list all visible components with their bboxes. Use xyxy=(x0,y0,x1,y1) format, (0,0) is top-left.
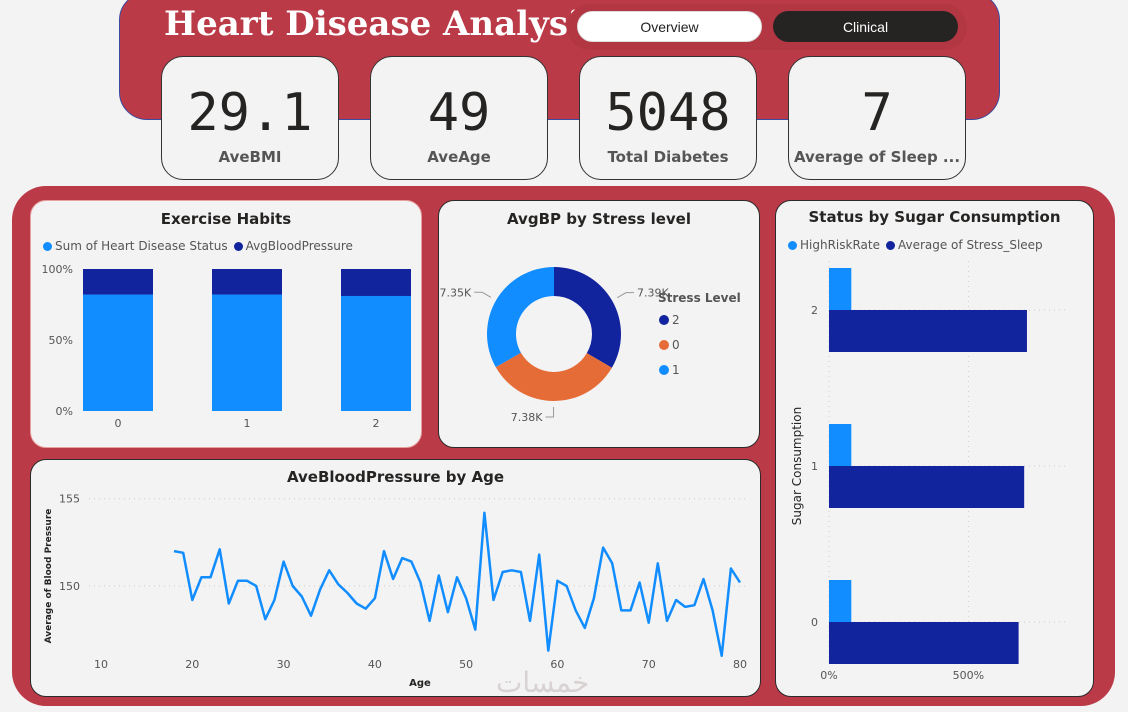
legend-label: 2 xyxy=(672,313,680,327)
exercise-habits-card[interactable]: Exercise Habits Sum of Heart Disease Sta… xyxy=(30,200,422,448)
x-tick-label: 2 xyxy=(373,417,380,430)
bar-stress-sleep xyxy=(829,310,1027,352)
chart-legend: HighRiskRate Average of Stress_Sleep xyxy=(788,238,1043,252)
y-tick-label: 0% xyxy=(56,405,73,418)
kpi-card-avebmi: 29.1 AveBMI xyxy=(161,56,339,180)
page-title: Heart Disease Analysis xyxy=(164,4,601,44)
bar-segment xyxy=(83,269,153,295)
series-line xyxy=(173,511,742,658)
slice-label: 7.35K xyxy=(440,286,472,299)
legend-label: 0 xyxy=(672,338,680,352)
legend-label: HighRiskRate xyxy=(800,238,880,252)
slice-label: 7.38K xyxy=(511,411,543,424)
bar-stress-sleep xyxy=(829,622,1019,664)
label-leader xyxy=(617,292,634,299)
kpi-value: 5048 xyxy=(605,83,731,143)
bar-segment xyxy=(212,294,282,411)
slice-label: 7.39K xyxy=(637,287,669,300)
y-axis-title: Sugar Consumption xyxy=(790,407,804,525)
x-tick-label: 10 xyxy=(94,658,108,671)
card-title: AveBloodPressure by Age xyxy=(286,468,505,486)
bar-segment xyxy=(341,269,411,296)
legend-dot xyxy=(659,315,669,325)
y-tick-label: 2 xyxy=(811,304,818,317)
legend-label: AvgBloodPressure xyxy=(245,239,353,253)
card-title: Status by Sugar Consumption xyxy=(808,208,1061,226)
x-tick-label: 500% xyxy=(953,669,984,682)
y-tick-label: 0 xyxy=(811,616,818,629)
legend-dot xyxy=(885,240,895,250)
bar-high-risk-rate xyxy=(829,268,852,310)
kpi-label: Total Diabetes xyxy=(607,148,729,166)
x-tick-label: 80 xyxy=(733,658,747,671)
x-tick-label: 40 xyxy=(368,658,382,671)
kpi-card-total-diabetes: 5048 Total Diabetes xyxy=(579,56,757,180)
bar-segment xyxy=(341,295,411,411)
card-title: Exercise Habits xyxy=(160,210,292,228)
x-tick-label: 0% xyxy=(820,669,837,682)
label-leader xyxy=(474,291,492,298)
kpi-card-aveage: 49 AveAge xyxy=(370,56,548,180)
exercise-chart: 0% 50% 100% 0 1 2 xyxy=(42,263,411,430)
x-tick-label: 1 xyxy=(244,417,251,430)
kpi-label: Average of Sleep ... xyxy=(793,148,961,166)
bar-stress-sleep xyxy=(829,466,1025,508)
legend-dot xyxy=(233,241,243,251)
y-tick-label: 100% xyxy=(42,263,73,276)
x-tick-label: 70 xyxy=(642,658,656,671)
kpi-value: 7 xyxy=(861,83,893,143)
kpi-label: AveAge xyxy=(427,148,491,166)
sugar-consumption-card[interactable]: Status by Sugar Consumption HighRiskRate… xyxy=(775,200,1094,697)
clinical-button[interactable]: Clinical xyxy=(773,11,958,42)
legend-label: Sum of Heart Disease Status xyxy=(55,239,228,253)
bar-high-risk-rate xyxy=(829,580,852,622)
label-leader xyxy=(545,406,555,418)
line-chart: 150 155 10 20 30 40 50 60 70 80 Age Average of Bloo… xyxy=(44,493,748,689)
y-tick-label: 155 xyxy=(59,493,80,506)
x-tick-label: 20 xyxy=(185,658,199,671)
kpi-value: 29.1 xyxy=(187,83,313,143)
kpi-value: 49 xyxy=(427,83,491,143)
bar-segment xyxy=(212,269,282,295)
legend-dot xyxy=(788,240,797,250)
bar-segment xyxy=(83,294,153,411)
x-tick-label: 60 xyxy=(550,658,564,671)
legend-dot xyxy=(659,365,669,375)
card-title: AvgBP by Stress level xyxy=(506,210,691,228)
x-axis-title: Age xyxy=(409,678,431,689)
x-tick-label: 0 xyxy=(115,417,122,430)
donut-chart: 7.39K 7.38K 7.35K Stress Level 2 0 1 xyxy=(440,267,741,424)
sugar-chart: 2 1 0 0% 500% Sugar Consumption xyxy=(790,261,1066,682)
y-axis-title: Average of Blood Pressure xyxy=(44,509,54,644)
legend-label: Average of Stress_Sleep xyxy=(897,238,1043,252)
legend-dot xyxy=(659,340,669,350)
donut-slice xyxy=(554,267,621,368)
donut-slice xyxy=(495,352,612,401)
legend-dot xyxy=(43,241,52,251)
watermark: خمسات xyxy=(496,666,590,699)
stress-level-card[interactable]: AvgBP by Stress level 7.39K 7.38K 7.35K Str… xyxy=(438,200,760,448)
x-tick-label: 30 xyxy=(277,658,291,671)
chart-legend: Sum of Heart Disease Status AvgBloodPres… xyxy=(43,239,353,253)
kpi-label: AveBMI xyxy=(218,148,282,166)
legend-title: Stress Level xyxy=(658,291,741,305)
legend-label: 1 xyxy=(672,363,680,377)
donut-slice xyxy=(487,267,554,368)
overview-button[interactable]: Overview xyxy=(577,11,762,42)
kpi-card-average-sleep: 7 Average of Sleep ... xyxy=(788,56,966,180)
y-tick-label: 1 xyxy=(811,460,818,473)
y-tick-label: 50% xyxy=(49,334,73,347)
x-tick-label: 50 xyxy=(459,658,473,671)
y-tick-label: 150 xyxy=(59,580,80,593)
bp-by-age-card[interactable]: AveBloodPressure by Age 150 155 10 20 30 40 50… xyxy=(30,459,761,697)
bar-high-risk-rate xyxy=(829,424,852,466)
